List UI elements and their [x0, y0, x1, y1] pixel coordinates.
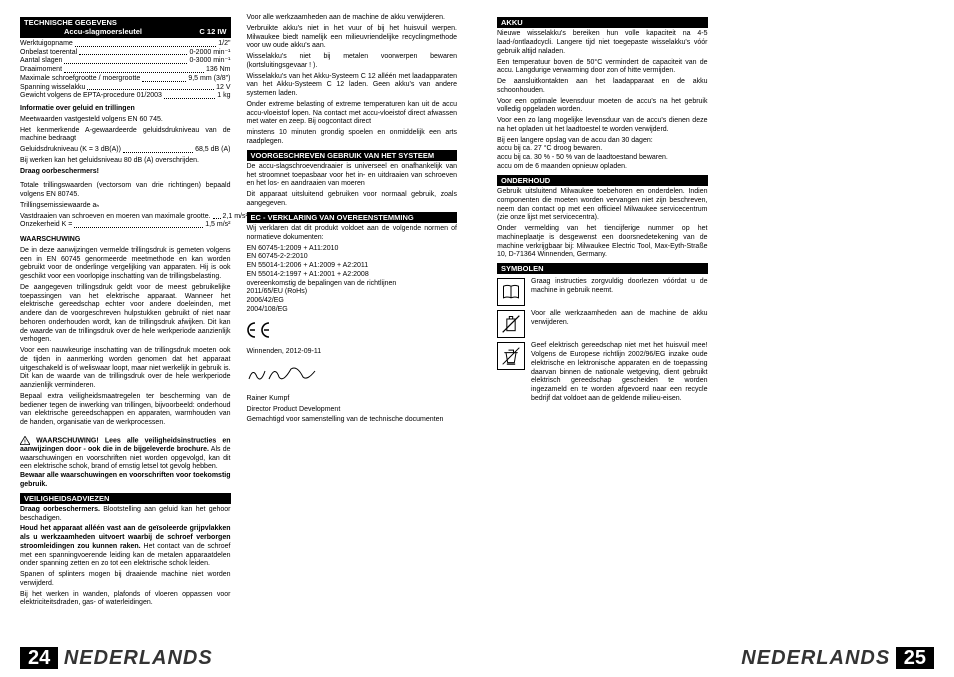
ce-mark — [247, 321, 458, 343]
safety-para: Bij het werken in wanden, plafonds of vl… — [20, 591, 231, 609]
page-lang: NEDERLANDS — [741, 647, 890, 669]
maintenance-text: Gebruik uitsluitend Milwaukee toebehoren… — [497, 188, 708, 223]
sig-title: Director Product Development — [247, 406, 458, 415]
table-row: Spanning wisselakku12 V — [20, 84, 231, 93]
noise-text: Het kenmerkende A-gewaardeerde geluidsdr… — [20, 127, 231, 145]
table-row: Vastdraaien van schroeven en moeren van … — [20, 213, 231, 222]
ec-norm: 2006/42/EG — [247, 297, 458, 306]
ec-header: EC - VERKLARING VAN OVEREENSTEMMING — [247, 212, 458, 223]
symbol-row: Graag instructies zorgvuldig doorlezen v… — [497, 278, 708, 306]
symbol-row: Voor alle werkzaamheden aan de machine d… — [497, 310, 708, 338]
col2-continuation: minstens 10 minuten grondig spoelen en o… — [247, 129, 458, 147]
warning-icon: ! — [20, 436, 30, 445]
table-row: Werktuigopname1/2" — [20, 40, 231, 49]
intended-use-header: VOORGESCHREVEN GEBRUIK VAN HET SYSTEEM — [247, 150, 458, 161]
safety-para: Onder extreme belasting of extreme tempe… — [247, 101, 458, 127]
table-row: Draaimoment136 Nm — [20, 66, 231, 75]
ec-norms: EN 60745-1:2009 + A11:2010EN 60745-2-2:2… — [247, 245, 458, 315]
symbol-text: Geef elektrisch gereedschap niet met het… — [531, 342, 708, 403]
vib-text: Trillingsemissiewaarde aₕ — [20, 202, 231, 211]
footer-right: NEDERLANDS 25 — [741, 646, 934, 671]
right-page: AKKU Nieuwe wisselakku's bereiken hun vo… — [477, 0, 954, 677]
table-row: Aantal slagen0-3000 min⁻¹ — [20, 57, 231, 66]
safety-para: Draag oorbeschermers. Blootstelling aan … — [20, 506, 231, 524]
safety-para: Wisselakku's niet bij metalen voorwerpen… — [247, 53, 458, 71]
batt-icon — [497, 310, 525, 338]
akku-para: Nieuwe wisselakku's bereiken hun volle k… — [497, 30, 708, 56]
safety-header: VEILIGHEIDSADVIEZEN — [20, 493, 231, 504]
signature — [247, 363, 458, 389]
ec-norm: EN 55014-1:2006 + A1:2009 + A2:2011 — [247, 262, 458, 271]
symbol-row: Geef elektrisch gereedschap niet met het… — [497, 342, 708, 403]
table-row: Onbelast toerental0-2000 min⁻¹ — [20, 49, 231, 58]
vib-data: Vastdraaien van schroeven en moeren van … — [20, 213, 231, 231]
table-row: Onzekerheid K =1,5 m/s² — [20, 221, 231, 230]
safety-para: Voor alle werkzaamheden aan de machine d… — [247, 14, 458, 23]
table-row: Gewicht volgens de EPTA-procedure 01/200… — [20, 92, 231, 101]
noise-row: Geluidsdrukniveau (K = 3 dB(A))68,5 dB (… — [20, 146, 231, 155]
warn-para: De aangegeven trillingsdruk geldt voor d… — [20, 284, 231, 345]
left-page: TECHNISCHE GEGEVENS Accu-slagmoersleutel… — [0, 0, 477, 677]
noise-text: Bij werken kan het geluidsniveau 80 dB (… — [20, 157, 231, 166]
safety-para: Houd het apparaat alléén vast aan de geï… — [20, 525, 231, 569]
warn-paragraphs: De in deze aanwijzingen vermelde trillin… — [20, 247, 231, 428]
akku-header: AKKU — [497, 17, 708, 28]
ec-norm: 2011/65/EU (RoHs) — [247, 288, 458, 297]
akku-para: Bij een langere opslag van de accu dan 3… — [497, 137, 708, 172]
left-columns: TECHNISCHE GEGEVENS Accu-slagmoersleutel… — [20, 14, 457, 614]
vib-text: Totale trillingswaarden (vectorsom van d… — [20, 182, 231, 200]
page-number: 24 — [20, 647, 58, 669]
right-columns: AKKU Nieuwe wisselakku's bereiken hun vo… — [497, 14, 934, 614]
maintenance-header: ONDERHOUD — [497, 175, 708, 186]
page-lang: NEDERLANDS — [64, 647, 213, 669]
noise-bold: Draag oorbeschermers! — [20, 168, 231, 177]
symbols-list: Graag instructies zorgvuldig doorlezen v… — [497, 278, 708, 403]
page-number: 25 — [896, 647, 934, 669]
safety-para: Spanen of splinters mogen bij draaiende … — [20, 571, 231, 589]
read-icon — [497, 278, 525, 306]
ec-norm: EN 60745-2-2:2010 — [247, 253, 458, 262]
svg-text:!: ! — [24, 439, 26, 445]
symbol-text: Voor alle werkzaamheden aan de machine d… — [531, 310, 708, 338]
warn-para: Bepaal extra veiligheidsmaatregelen ter … — [20, 393, 231, 428]
ce-date: Winnenden, 2012-09-11 — [247, 348, 458, 357]
akku-para: Voor een zo lang mogelijke levensduur va… — [497, 117, 708, 135]
warn-para: Voor een nauwkeurige inschatting van de … — [20, 347, 231, 391]
safety-para: Verbruikte akku's niet in het vuur of bi… — [247, 25, 458, 51]
noise-text: Meetwaarden vastgesteld volgens EN 60 74… — [20, 116, 231, 125]
tech-right: C 12 IW — [199, 27, 226, 36]
tech-mid: Accu-slagmoersleutel — [64, 27, 142, 36]
symbols-header: SYMBOLEN — [497, 263, 708, 274]
ec-norm: overeenkomstig de bepalingen van de rich… — [247, 280, 458, 289]
ec-norm: EN 55014-2:1997 + A1:2001 + A2:2008 — [247, 271, 458, 280]
akku-para: De aansluitkontakten aan het laadapparaa… — [497, 78, 708, 96]
ec-norm: 2004/108/EG — [247, 306, 458, 315]
warn-heading: WAARSCHUWING — [20, 236, 231, 245]
ec-text: Wij verklaren dat dit produkt voldoet aa… — [247, 225, 458, 243]
safety-para: Wisselakku's van het Akku-Systeem C 12 a… — [247, 73, 458, 99]
sig-note: Gemachtigd voor samenstelling van de tec… — [247, 416, 458, 425]
noise-heading: Informatie over geluid en trillingen — [20, 105, 231, 114]
warn-para: De in deze aanwijzingen vermelde trillin… — [20, 247, 231, 282]
warning-box: ! WAARSCHUWING! Lees alle veiligheidsins… — [20, 436, 231, 490]
footer-left: 24 NEDERLANDS — [20, 646, 213, 671]
sig-name: Rainer Kumpf — [247, 395, 458, 404]
weee-icon — [497, 342, 525, 370]
ec-norm: EN 60745-1:2009 + A11:2010 — [247, 245, 458, 254]
akku-paragraphs: Nieuwe wisselakku's bereiken hun volle k… — [497, 30, 708, 171]
maintenance-text: Onder vermelding van het tiencijferige n… — [497, 225, 708, 260]
intended-use-text: Dit apparaat uitsluitend gebruiken voor … — [247, 191, 458, 209]
tech-header: TECHNISCHE GEGEVENS Accu-slagmoersleutel… — [20, 17, 231, 38]
intended-use-text: De accu-slagschroevendraaier is universe… — [247, 163, 458, 189]
tech-title: TECHNISCHE GEGEVENS — [24, 18, 117, 27]
symbol-text: Graag instructies zorgvuldig doorlezen v… — [531, 278, 708, 306]
akku-para: Een temperatuur boven de 50°C vermindert… — [497, 59, 708, 77]
tech-data: Werktuigopname1/2"Onbelast toerental0-20… — [20, 40, 231, 101]
table-row: Maximale schroefgrootte / moergrootte9,5… — [20, 75, 231, 84]
akku-para: Voor een optimale levensduur moeten de a… — [497, 98, 708, 116]
